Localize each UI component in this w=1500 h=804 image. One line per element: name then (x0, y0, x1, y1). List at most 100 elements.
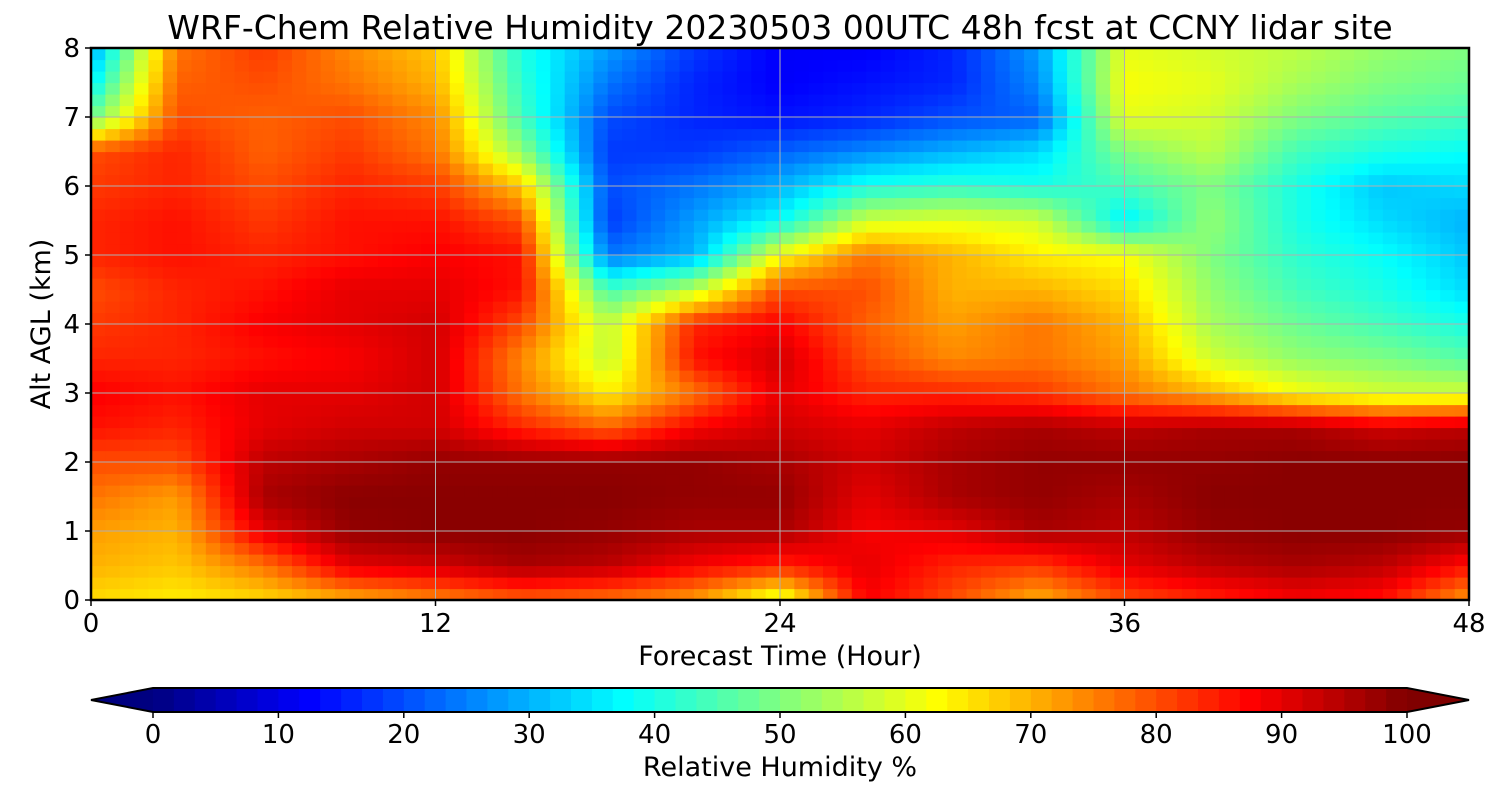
heatmap-cell (119, 347, 135, 360)
heatmap-cell (823, 48, 839, 61)
heatmap-cell (1440, 105, 1456, 118)
heatmap-cell (679, 381, 695, 394)
heatmap-cell (851, 519, 867, 532)
heatmap-cell (220, 301, 236, 314)
heatmap-cell (464, 289, 480, 302)
heatmap-cell (579, 94, 594, 107)
heatmap-cell (579, 381, 594, 394)
heatmap-cell (320, 404, 336, 417)
heatmap-cell (378, 496, 394, 509)
heatmap-cell (1095, 370, 1111, 383)
heatmap-cell (363, 140, 379, 153)
heatmap-cell (780, 496, 795, 509)
heatmap-cell (780, 531, 795, 544)
heatmap-cell (1024, 71, 1039, 84)
heatmap-cell (1425, 358, 1441, 371)
heatmap-cell (1181, 186, 1197, 199)
heatmap-cell (636, 450, 652, 463)
heatmap-cell (1167, 289, 1183, 302)
colorbar-segment (968, 688, 990, 712)
heatmap-cell (607, 485, 623, 498)
heatmap-cell (1081, 531, 1097, 544)
heatmap-cell (162, 117, 178, 130)
heatmap-cell (521, 266, 537, 279)
heatmap-cell (277, 163, 293, 176)
heatmap-cell (693, 289, 709, 302)
heatmap-cell (693, 427, 709, 440)
heatmap-cell (665, 105, 681, 118)
heatmap-cell (1339, 301, 1355, 314)
heatmap-cell (1454, 577, 1469, 590)
heatmap-cell (808, 174, 824, 187)
heatmap-cell (751, 140, 767, 153)
heatmap-cell (191, 243, 207, 256)
heatmap-cell (1382, 416, 1398, 429)
heatmap-cell (119, 243, 135, 256)
heatmap-cell (622, 151, 638, 164)
heatmap-cell (736, 462, 752, 475)
heatmap-cell (1339, 588, 1355, 600)
heatmap-cell (1067, 301, 1083, 314)
heatmap-cell (1253, 381, 1269, 394)
heatmap-cell (191, 278, 207, 291)
heatmap-cell (1024, 243, 1039, 256)
heatmap-cell (306, 289, 322, 302)
heatmap-cell (1081, 324, 1097, 337)
heatmap-cell (119, 473, 135, 486)
heatmap-cell (693, 312, 709, 325)
heatmap-cell (765, 220, 781, 233)
heatmap-cell (435, 232, 451, 245)
heatmap-cell (1110, 427, 1126, 440)
heatmap-cell (1196, 255, 1212, 268)
heatmap-cell (1425, 519, 1441, 532)
heatmap-cell (220, 243, 236, 256)
heatmap-cell (1440, 439, 1456, 452)
heatmap-cell (1440, 462, 1456, 475)
heatmap-cell (837, 324, 853, 337)
heatmap-cell (1253, 462, 1269, 475)
heatmap-cell (406, 496, 422, 509)
heatmap-cell (1153, 266, 1169, 279)
heatmap-cell (1067, 117, 1083, 130)
heatmap-cell (335, 473, 350, 486)
heatmap-cell (1382, 174, 1398, 187)
heatmap-cell (1167, 531, 1183, 544)
heatmap-cell (1196, 496, 1212, 509)
heatmap-cell (1067, 577, 1083, 590)
heatmap-cell (105, 577, 121, 590)
heatmap-cell (880, 393, 896, 406)
heatmap-cell (1440, 416, 1456, 429)
heatmap-cell (349, 163, 365, 176)
heatmap-cell (277, 508, 293, 521)
colorbar-segment (1009, 688, 1032, 712)
heatmap-cell (650, 59, 666, 72)
heatmap-cell (794, 427, 810, 440)
heatmap-cell (1110, 393, 1126, 406)
heatmap-cell (808, 531, 824, 544)
heatmap-cell (248, 197, 264, 210)
heatmap-cell (1224, 197, 1240, 210)
heatmap-cell (1052, 82, 1068, 95)
heatmap-cell (995, 140, 1011, 153)
heatmap-cell (980, 508, 996, 521)
heatmap-cell (1268, 565, 1283, 578)
heatmap-cell (1124, 358, 1140, 371)
heatmap-cell (392, 48, 408, 61)
heatmap-cell (1095, 393, 1111, 406)
heatmap-cell (148, 289, 164, 302)
heatmap-cell (234, 565, 250, 578)
heatmap-cell (851, 531, 867, 544)
heatmap-cell (435, 301, 451, 314)
heatmap-cell (478, 48, 494, 61)
heatmap-cell (1454, 450, 1469, 463)
heatmap-cell (1024, 324, 1039, 337)
heatmap-cell (1325, 381, 1341, 394)
heatmap-cell (263, 278, 279, 291)
heatmap-cell (1038, 485, 1054, 498)
heatmap-cell (736, 278, 752, 291)
heatmap-cell (234, 416, 250, 429)
heatmap-cell (1210, 151, 1226, 164)
heatmap-cell (320, 439, 336, 452)
heatmap-cell (1339, 473, 1355, 486)
heatmap-cell (722, 301, 738, 314)
